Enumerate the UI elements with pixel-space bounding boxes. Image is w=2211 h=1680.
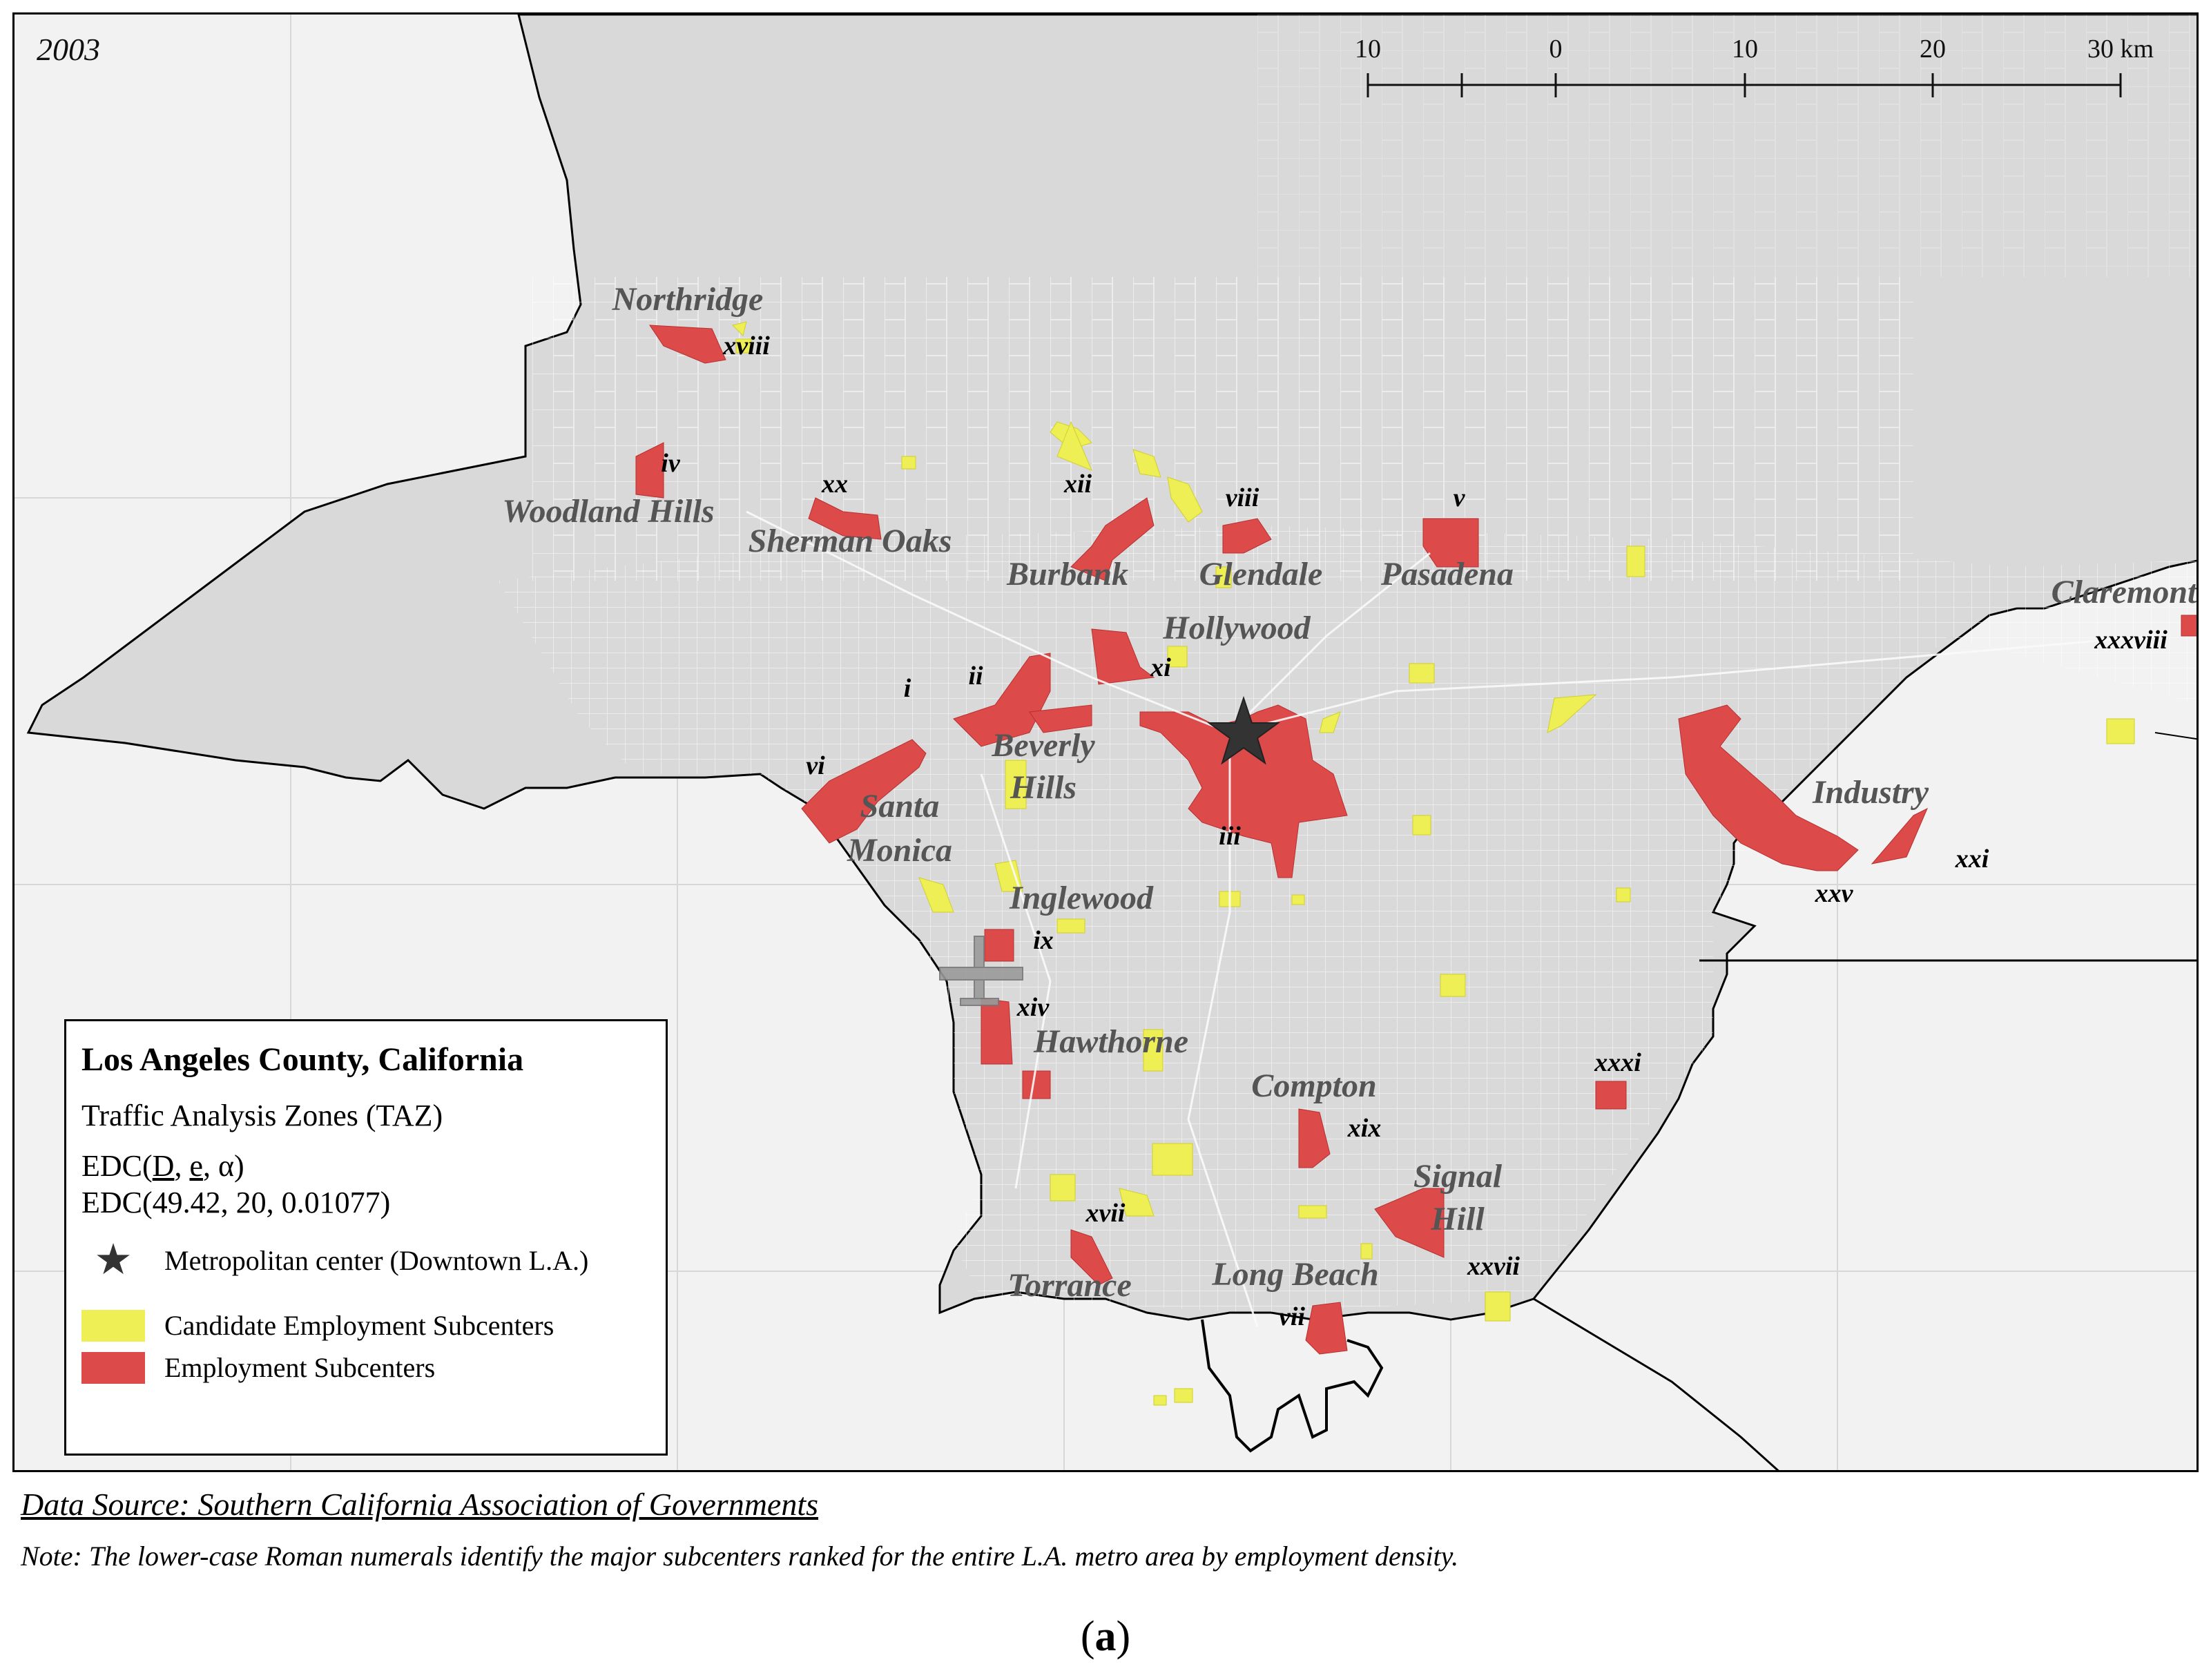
- rank-label-xxxi: xxxi: [1594, 1048, 1641, 1077]
- map-canvas: 10 0 10 20 30 km Northridge Woodland Hills She…: [15, 15, 2198, 1470]
- scale-tick-label: 20: [1920, 35, 1946, 64]
- rank-label-xxxviii: xxxviii: [2094, 626, 2167, 655]
- panel-label: (a): [0, 1612, 2211, 1661]
- scale-tick-label: 10: [1732, 35, 1758, 64]
- city-label-northridge: Northridge: [612, 281, 764, 318]
- city-label-woodland-hills: Woodland Hills: [502, 493, 714, 530]
- scale-labels: 10 0 10 20 30 km: [1355, 35, 2154, 64]
- rank-label-ii: ii: [968, 662, 983, 691]
- legend-candidate-label: Candidate Employment Subcenters: [164, 1310, 554, 1342]
- candidate-subcenters: [732, 321, 2135, 1406]
- rank-label-iii: iii: [1219, 822, 1241, 851]
- city-label-hills: Hills: [1010, 769, 1076, 806]
- city-label-hawthorne: Hawthorne: [1033, 1023, 1188, 1060]
- panel-close: ): [1116, 1613, 1131, 1660]
- county-line-east-2: [2154, 732, 2196, 740]
- legend-item-center: ★ Metropolitan center (Downtown L.A.): [81, 1239, 650, 1282]
- city-label-industry: Industry: [1812, 774, 1929, 811]
- city-label-hollywood: Hollywood: [1162, 610, 1311, 646]
- rank-label-v: v: [1454, 483, 1466, 512]
- footnote: Note: The lower-case Roman numerals iden…: [21, 1541, 1459, 1572]
- scale-tick-label: 10: [1355, 35, 1381, 64]
- panel-letter: a: [1094, 1613, 1117, 1660]
- legend-title: Los Angeles County, California: [81, 1041, 524, 1078]
- panel-open: (: [1080, 1613, 1095, 1660]
- rank-label-xvii: xvii: [1085, 1199, 1126, 1228]
- edc-d: D: [152, 1148, 175, 1183]
- port-outline: [1201, 1319, 1384, 1453]
- rank-label-xviii: xviii: [722, 331, 770, 360]
- city-label-beverly: Beverly: [991, 727, 1095, 764]
- city-label-monica: Monica: [847, 832, 952, 869]
- subcenter-swatch: [81, 1351, 145, 1384]
- rank-label-xxvii: xxvii: [1467, 1252, 1520, 1281]
- edc-suffix: , α): [202, 1148, 244, 1183]
- city-label-hill: Hill: [1430, 1201, 1485, 1237]
- city-label-burbank: Burbank: [1006, 556, 1128, 592]
- candidate-swatch: [81, 1309, 145, 1342]
- edc-e: e: [189, 1148, 203, 1183]
- legend-item-subcenter: Employment Subcenters: [81, 1351, 650, 1384]
- airport-icon: [939, 936, 1023, 1006]
- city-label-torrance: Torrance: [1007, 1267, 1132, 1304]
- rank-label-vii: vii: [1279, 1302, 1305, 1331]
- taz-grid-core: [498, 525, 2196, 1313]
- rank-label-iv: iv: [661, 449, 681, 478]
- star-icon: ★: [94, 1237, 133, 1284]
- data-source: Data Source: Southern California Associa…: [21, 1487, 819, 1522]
- scale-bar: [1367, 73, 2122, 97]
- legend-edc-formula: EDC(D, e, α): [81, 1148, 650, 1185]
- legend-item-candidate: Candidate Employment Subcenters: [81, 1309, 650, 1342]
- scale-tick-label: 30 km: [2087, 35, 2154, 64]
- ocean-coast-south: [1533, 1297, 1779, 1470]
- legend: Los Angeles County, California Traffic A…: [64, 1019, 668, 1456]
- rank-label-xiv: xiv: [1016, 993, 1050, 1022]
- taz-grid-mountains: [1257, 15, 2196, 277]
- city-label-inglewood: Inglewood: [1009, 880, 1154, 916]
- rank-label-ix: ix: [1033, 926, 1054, 955]
- downtown-star-icon: [1206, 695, 1281, 765]
- rank-label-xii: xii: [1063, 470, 1092, 499]
- employment-subcenters: [635, 325, 2196, 1355]
- city-label-long-beach: Long Beach: [1211, 1256, 1378, 1293]
- rank-label-vi: vi: [806, 751, 825, 780]
- city-label-sherman-oaks: Sherman Oaks: [749, 523, 952, 559]
- edc-sep: ,: [174, 1148, 190, 1183]
- rank-label-viii: viii: [1226, 483, 1259, 512]
- scale-tick-label: 0: [1549, 35, 1563, 64]
- city-label-glendale: Glendale: [1199, 556, 1323, 592]
- legend-edc-values: EDC(49.42, 20, 0.01077): [81, 1185, 391, 1219]
- map-frame: 10 0 10 20 30 km Northridge Woodland Hills She…: [12, 12, 2199, 1472]
- legend-subtitle: Traffic Analysis Zones (TAZ): [81, 1099, 443, 1132]
- legend-subcenter-label: Employment Subcenters: [164, 1352, 436, 1384]
- city-label-claremont: Claremont: [2051, 574, 2198, 610]
- legend-center-label: Metropolitan center (Downtown L.A.): [164, 1244, 589, 1276]
- rank-label-xxv: xxv: [1815, 879, 1854, 908]
- rank-label-xi: xi: [1150, 653, 1171, 682]
- freeways: [746, 510, 2156, 1327]
- map-year: 2003: [37, 32, 100, 67]
- edc-prefix: EDC(: [81, 1148, 153, 1183]
- city-label-signal: Signal: [1413, 1158, 1503, 1195]
- city-labels: Northridge Woodland Hills Sherman Oaks Burb…: [502, 281, 2198, 1304]
- rank-label-xxi: xxi: [1955, 844, 1989, 873]
- rank-label-i: i: [904, 674, 911, 703]
- city-label-compton: Compton: [1251, 1068, 1376, 1104]
- rank-label-xx: xx: [821, 470, 848, 499]
- city-label-santa: Santa: [860, 788, 940, 824]
- city-label-pasadena: Pasadena: [1380, 556, 1514, 592]
- rank-label-xix: xix: [1347, 1114, 1382, 1143]
